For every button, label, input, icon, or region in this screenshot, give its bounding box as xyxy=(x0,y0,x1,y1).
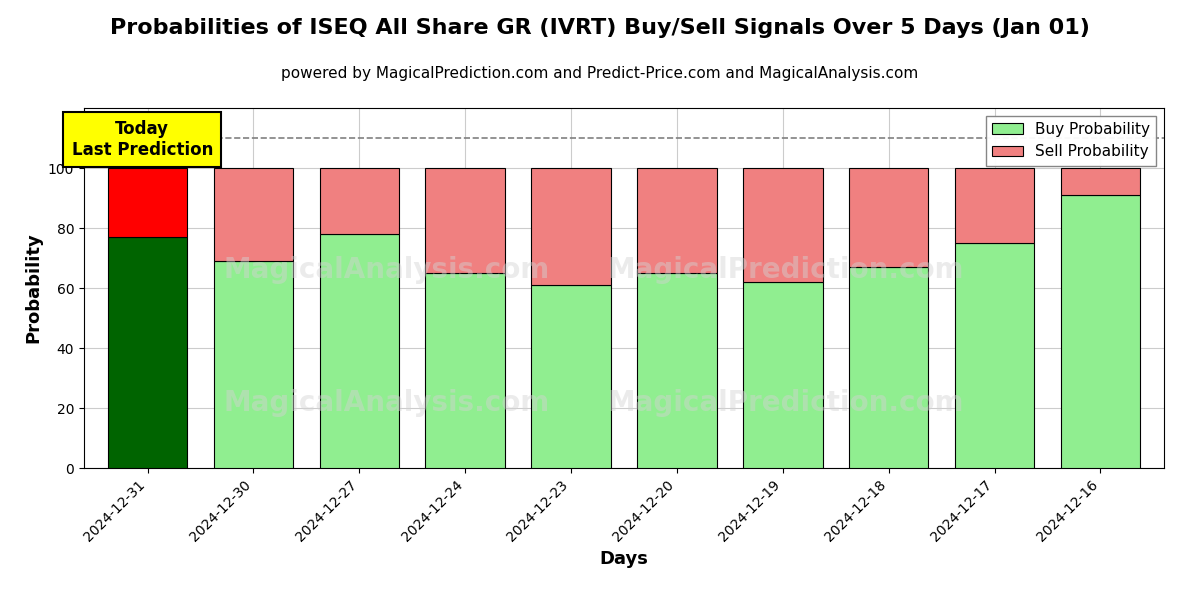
Bar xyxy=(743,282,822,468)
Bar xyxy=(214,168,293,261)
Text: Today
Last Prediction: Today Last Prediction xyxy=(72,120,212,159)
Text: MagicalAnalysis.com: MagicalAnalysis.com xyxy=(223,256,550,284)
Bar xyxy=(426,273,505,468)
Bar xyxy=(637,273,716,468)
Bar xyxy=(850,168,929,267)
Bar xyxy=(637,168,716,273)
Text: Probabilities of ISEQ All Share GR (IVRT) Buy/Sell Signals Over 5 Days (Jan 01): Probabilities of ISEQ All Share GR (IVRT… xyxy=(110,18,1090,38)
Text: MagicalPrediction.com: MagicalPrediction.com xyxy=(607,389,965,417)
Bar xyxy=(955,168,1034,243)
Bar xyxy=(532,168,611,285)
Bar xyxy=(108,168,187,237)
Y-axis label: Probability: Probability xyxy=(24,233,42,343)
Bar xyxy=(850,267,929,468)
Bar xyxy=(319,168,400,234)
Bar xyxy=(319,234,400,468)
Bar xyxy=(532,285,611,468)
Bar xyxy=(1061,195,1140,468)
Bar xyxy=(743,168,822,282)
Legend: Buy Probability, Sell Probability: Buy Probability, Sell Probability xyxy=(986,116,1157,166)
Text: powered by MagicalPrediction.com and Predict-Price.com and MagicalAnalysis.com: powered by MagicalPrediction.com and Pre… xyxy=(281,66,919,81)
Text: MagicalAnalysis.com: MagicalAnalysis.com xyxy=(223,389,550,417)
Bar xyxy=(108,237,187,468)
Bar xyxy=(426,168,505,273)
Bar xyxy=(1061,168,1140,195)
Bar xyxy=(955,243,1034,468)
X-axis label: Days: Days xyxy=(600,550,648,568)
Text: MagicalPrediction.com: MagicalPrediction.com xyxy=(607,256,965,284)
Bar xyxy=(214,261,293,468)
